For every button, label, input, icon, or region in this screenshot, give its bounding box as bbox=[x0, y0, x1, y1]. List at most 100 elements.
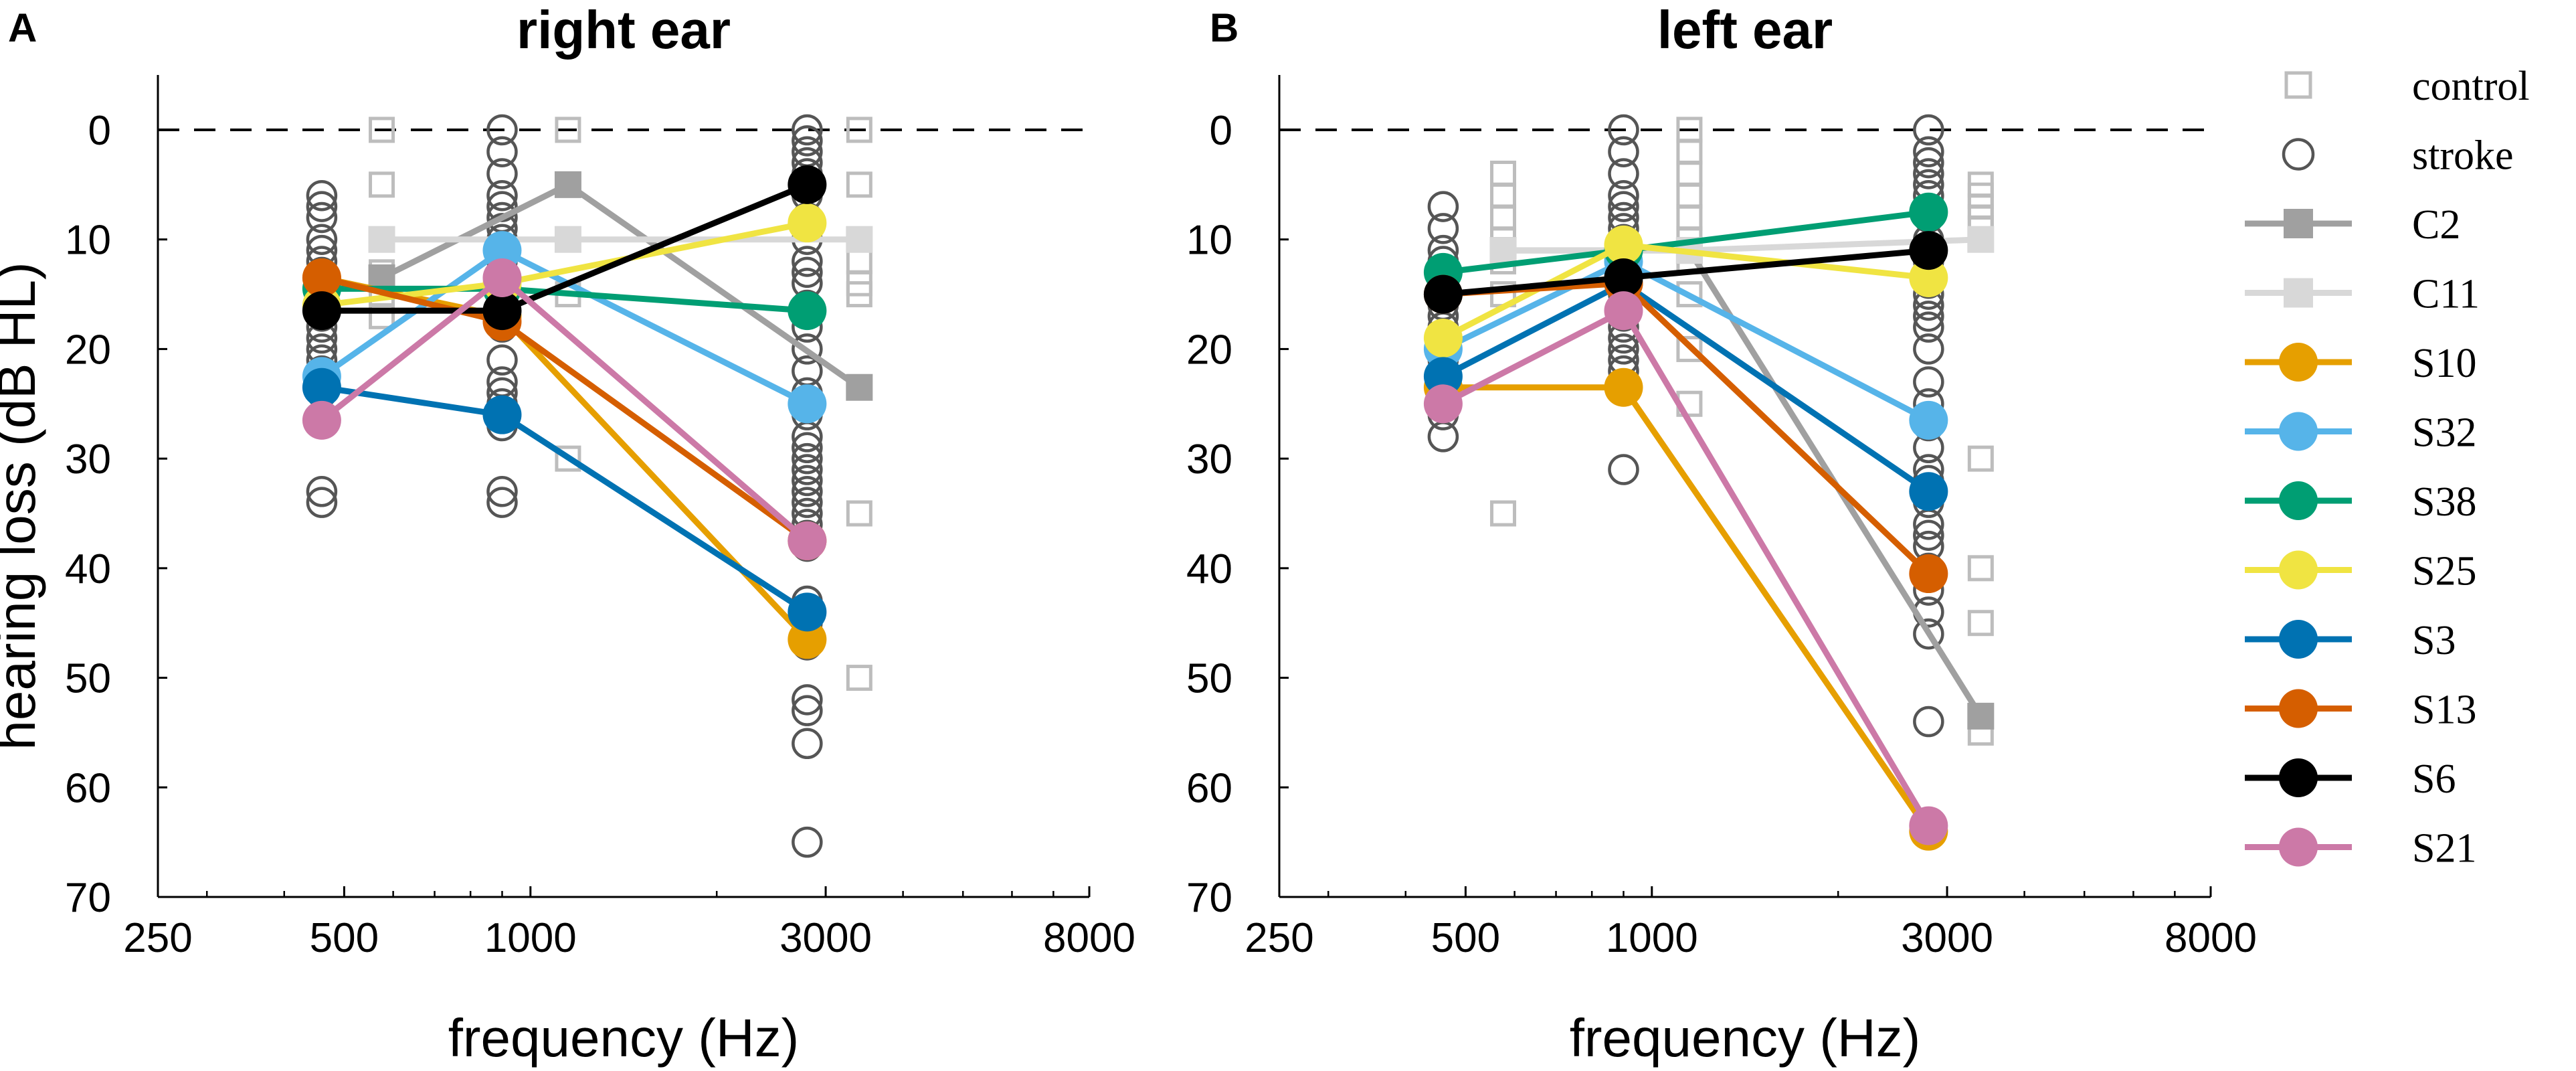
stroke-point bbox=[1427, 213, 1459, 244]
y-tick-label: 20 bbox=[65, 327, 111, 373]
y-tick-label: 60 bbox=[65, 765, 111, 811]
x-axis-label: frequency (Hz) bbox=[448, 1008, 800, 1068]
series-point-C2 bbox=[554, 171, 581, 198]
series-point-C11 bbox=[1489, 237, 1517, 264]
control-point bbox=[846, 116, 872, 143]
control-point bbox=[846, 171, 872, 198]
control-point bbox=[369, 303, 395, 329]
panel-letter: B bbox=[1210, 5, 1238, 50]
series-point-S21 bbox=[1423, 384, 1463, 424]
control-point bbox=[1490, 160, 1517, 187]
stroke-point bbox=[306, 179, 338, 212]
legend-entry-S32: S32 bbox=[2245, 410, 2476, 456]
series-line-C11 bbox=[1503, 236, 1981, 254]
legend-marker bbox=[2282, 138, 2315, 171]
series-line-S3 bbox=[321, 384, 809, 615]
series-point-S21 bbox=[1909, 806, 1948, 845]
legend-label: S25 bbox=[2412, 549, 2476, 594]
series-point-S21 bbox=[302, 400, 341, 440]
series-point-S13 bbox=[302, 258, 341, 298]
control-point bbox=[369, 171, 395, 198]
control-point bbox=[1967, 610, 1994, 637]
legend-marker bbox=[2279, 689, 2318, 728]
legend-entry-S10: S10 bbox=[2245, 341, 2476, 386]
legend-label: S6 bbox=[2412, 756, 2456, 802]
series-point-C11 bbox=[554, 226, 581, 253]
stroke-point bbox=[792, 442, 823, 475]
series-point-S3 bbox=[482, 395, 522, 434]
control-point bbox=[555, 116, 581, 143]
series-S21 bbox=[302, 258, 827, 560]
legend-entry-stroke: stroke bbox=[2282, 133, 2514, 179]
y-axis-label: hearing loss (dB HL) bbox=[0, 262, 46, 750]
series-point-C11 bbox=[846, 226, 873, 253]
series-line-S10 bbox=[1443, 384, 1932, 833]
series-point-S25 bbox=[1909, 258, 1948, 298]
legend-entry-S6: S6 bbox=[2245, 756, 2456, 802]
chart-title: left ear bbox=[1657, 0, 1833, 60]
y-tick-label: 30 bbox=[65, 436, 111, 483]
legend-label: S38 bbox=[2412, 479, 2476, 525]
series-point-S3 bbox=[302, 367, 341, 407]
stroke-point bbox=[1913, 114, 1944, 146]
series-point-C2 bbox=[846, 374, 873, 401]
series-point-S32 bbox=[1909, 400, 1948, 440]
series-S3 bbox=[302, 367, 827, 632]
series-point-S6 bbox=[1909, 231, 1948, 270]
legend-label: S13 bbox=[2412, 687, 2476, 733]
y-tick-label: 70 bbox=[65, 875, 111, 921]
control-point bbox=[1490, 500, 1517, 527]
stroke-point bbox=[486, 136, 518, 167]
control-point bbox=[1676, 182, 1703, 209]
legend-entry-C11: C11 bbox=[2245, 272, 2480, 317]
y-tick-label: 40 bbox=[65, 546, 111, 592]
series-point-C2 bbox=[1967, 702, 1995, 730]
series-point-C11 bbox=[1967, 226, 1995, 253]
y-tick-label: 30 bbox=[1186, 436, 1232, 483]
control-point bbox=[1490, 182, 1517, 209]
series-point-S3 bbox=[788, 592, 827, 632]
legend-marker bbox=[2279, 827, 2318, 867]
series-point-S6 bbox=[788, 165, 827, 204]
legend-label: stroke bbox=[2412, 133, 2514, 179]
series-S6 bbox=[302, 165, 827, 331]
x-tick-label: 8000 bbox=[2165, 915, 2257, 961]
stroke-point bbox=[486, 158, 518, 189]
stroke-point bbox=[486, 114, 518, 146]
stroke-point bbox=[1427, 191, 1459, 222]
x-tick-label: 3000 bbox=[779, 915, 872, 961]
stroke-point bbox=[792, 728, 823, 760]
legend-label: S3 bbox=[2412, 618, 2456, 663]
stroke-point bbox=[1913, 618, 1944, 650]
legend-entry-S13: S13 bbox=[2245, 687, 2476, 733]
legend-marker bbox=[2284, 209, 2313, 238]
legend-label: S32 bbox=[2412, 410, 2476, 456]
y-tick-label: 20 bbox=[1186, 327, 1232, 373]
legend-entry-S38: S38 bbox=[2245, 479, 2476, 525]
series-point-S6 bbox=[1604, 258, 1643, 298]
stroke-point bbox=[306, 476, 338, 507]
stroke-point bbox=[792, 684, 823, 716]
stroke-point bbox=[486, 344, 518, 376]
x-tick-label: 250 bbox=[1245, 915, 1313, 961]
stroke-point bbox=[1608, 454, 1639, 485]
stroke-point bbox=[1913, 366, 1944, 398]
stroke-point bbox=[792, 454, 823, 485]
control-point bbox=[846, 665, 872, 691]
control-point bbox=[369, 116, 395, 143]
control-point bbox=[1676, 335, 1703, 362]
series-point-S21 bbox=[1604, 291, 1643, 331]
control-point bbox=[1967, 555, 1994, 582]
stroke-point bbox=[792, 432, 823, 464]
x-tick-label: 3000 bbox=[1901, 915, 1993, 961]
stroke-point bbox=[486, 476, 518, 507]
legend-entry-S3: S3 bbox=[2245, 618, 2456, 663]
control-point bbox=[1676, 204, 1703, 231]
stroke-point bbox=[792, 246, 823, 277]
series-C2 bbox=[368, 171, 873, 401]
control-point bbox=[1676, 160, 1703, 187]
chart-title: right ear bbox=[517, 0, 731, 60]
stroke-point bbox=[1913, 136, 1944, 167]
legend-entry-S25: S25 bbox=[2245, 549, 2476, 594]
